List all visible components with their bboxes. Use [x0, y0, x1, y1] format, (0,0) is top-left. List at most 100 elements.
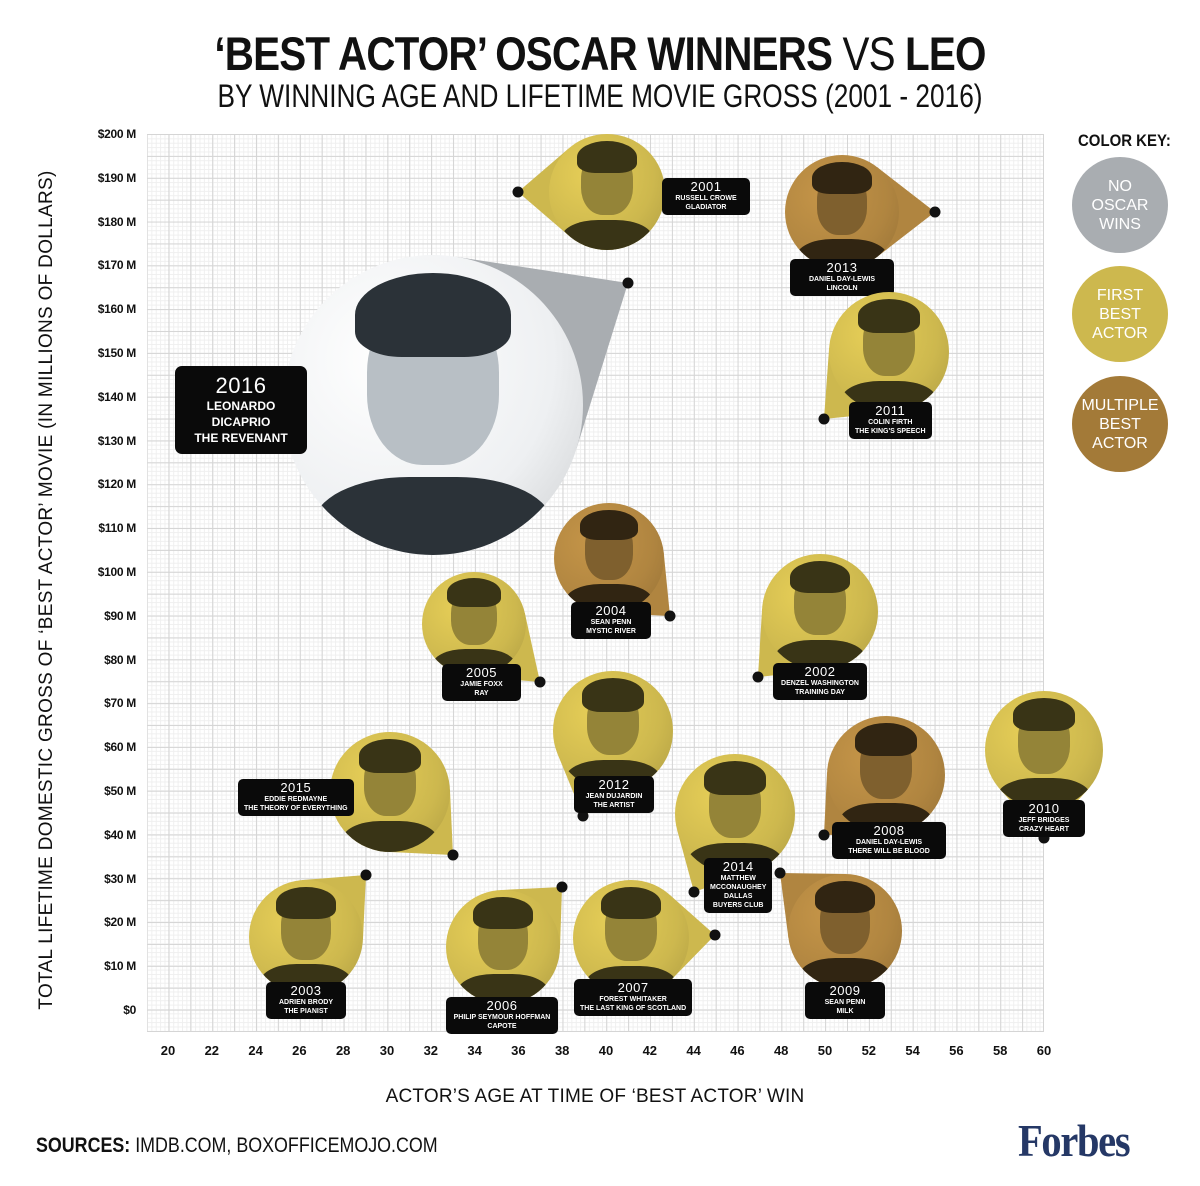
winner-label-2010: 2010 JEFF BRIDGES CRAZY HEART: [1003, 800, 1085, 837]
x-tick: 22: [204, 1043, 220, 1058]
actor-photo-2010: [985, 691, 1103, 809]
x-tick: 20: [160, 1043, 176, 1058]
data-point-2001[interactable]: [512, 186, 524, 198]
label-year: 2013: [826, 260, 858, 275]
actor-photo-2001: [549, 134, 665, 250]
key-multiple-best-actor: MULTIPLE BEST ACTOR: [1072, 376, 1168, 472]
label-actor-name: SEAN PENN: [590, 619, 632, 626]
x-axis-label: ACTOR’S AGE AT TIME OF ‘BEST ACTOR’ WIN: [385, 1086, 805, 1107]
y-tick: $130 M: [97, 433, 137, 448]
label-year: 2016: [215, 373, 267, 398]
actor-photo-2015: [330, 732, 450, 852]
x-tick: 52: [861, 1043, 877, 1058]
label-actor-name: COLIN FIRTH: [868, 419, 913, 426]
winner-label-2015: 2015 EDDIE REDMAYNE THE THEORY OF EVERYTHI…: [238, 779, 354, 816]
x-tick: 40: [598, 1043, 614, 1058]
portrait-hair: [358, 739, 422, 773]
label-movie-title: CAPOTE: [487, 1023, 517, 1030]
data-point-2010[interactable]: [1038, 832, 1050, 844]
actor-photo-2002: [762, 554, 878, 670]
winner-label-2008: 2008 DANIEL DAY-LEWIS THERE WILL BE BLOOD: [832, 822, 946, 859]
x-tick: 34: [467, 1043, 482, 1058]
y-tick: $200 M: [97, 127, 137, 141]
label-actor-name: RUSSELL CROWE: [675, 195, 737, 202]
winner-label-2007: 2007 FOREST WHITAKER THE LAST KING OF SCOT…: [574, 979, 693, 1016]
data-point-2007[interactable]: [709, 929, 721, 941]
portrait-shoulders: [560, 219, 654, 250]
x-tick: 58: [992, 1043, 1008, 1058]
x-tick: 48: [773, 1043, 789, 1058]
x-tick: 32: [423, 1043, 439, 1058]
data-point-2002[interactable]: [752, 671, 764, 683]
y-tick: $10 M: [104, 959, 136, 974]
actor-photo-2004: [554, 503, 664, 613]
label-year: 2007: [617, 980, 649, 995]
label-actor-name: JEAN DUJARDIN: [585, 793, 643, 800]
y-tick: $170 M: [97, 258, 137, 273]
portrait-shoulders: [313, 477, 553, 555]
label-movie-title: LINCOLN: [826, 285, 858, 292]
data-point-2016[interactable]: [622, 277, 634, 289]
data-point-2015[interactable]: [447, 849, 459, 861]
label-actor-name: MATTHEW MCCONAUGHEY: [710, 875, 767, 891]
actor-photo-2016: [283, 255, 583, 555]
portrait-hair: [576, 140, 638, 174]
data-point-2003[interactable]: [360, 869, 372, 881]
y-tick: $60 M: [104, 740, 136, 755]
x-tick: 60: [1036, 1043, 1052, 1058]
label-actor-name: JAMIE FOXX: [460, 681, 503, 688]
label-movie-title: THE ARTIST: [593, 802, 635, 809]
data-point-2005[interactable]: [534, 676, 546, 688]
x-tick: 54: [905, 1043, 920, 1058]
label-year: 2008: [873, 823, 905, 838]
y-tick: $120 M: [97, 477, 137, 492]
x-tick: 56: [949, 1043, 964, 1058]
winner-label-2016: 2016 LEONARDO DICAPRIO THE REVENANT: [175, 366, 307, 454]
portrait-hair: [473, 896, 533, 929]
x-tick: 28: [335, 1043, 351, 1058]
actor-photo-2008: [827, 716, 945, 834]
actor-photo-2011: [829, 292, 949, 412]
forbes-logo: Forbes: [1018, 1115, 1131, 1166]
x-tick: 38: [554, 1043, 570, 1058]
portrait-hair: [815, 880, 875, 913]
label-movie-title: THE KING'S SPEECH: [855, 428, 926, 435]
data-point-2013[interactable]: [929, 206, 941, 218]
winner-label-2002: 2002 DENZEL WASHINGTON TRAINING DAY: [773, 663, 867, 700]
label-year: 2015: [280, 780, 312, 795]
actor-photo-2003: [249, 880, 363, 994]
data-point-2014[interactable]: [688, 886, 700, 898]
y-tick: $140 M: [97, 389, 137, 404]
y-tick: $40 M: [104, 827, 136, 842]
label-actor-name: DENZEL WASHINGTON: [781, 680, 859, 687]
data-point-2012[interactable]: [577, 810, 589, 822]
data-point-2008[interactable]: [818, 829, 830, 841]
data-point-2006[interactable]: [556, 881, 568, 893]
winner-label-2001: 2001 RUSSELL CROWE GLADIATOR: [662, 178, 750, 215]
chart-title: ‘BEST ACTOR’ OSCAR WINNERS VS LEO: [84, 26, 1116, 81]
actor-photo-2012: [553, 671, 673, 791]
actor-photo-2007: [573, 880, 689, 996]
winner-label-2012: 2012 JEAN DUJARDIN THE ARTIST: [574, 776, 654, 813]
label-actor-name: DANIEL DAY-LEWIS: [855, 839, 923, 846]
portrait-hair: [581, 678, 645, 712]
label-year: 2001: [690, 179, 722, 194]
data-point-2004[interactable]: [664, 610, 676, 622]
label-movie-title: THERE WILL BE BLOOD: [848, 848, 930, 855]
label-year: 2006: [486, 998, 518, 1013]
winner-label-2013: 2013 DANIEL DAY-LEWIS LINCOLN: [790, 259, 894, 296]
label-year: 2011: [875, 403, 906, 418]
actor-photo-2005: [422, 572, 526, 676]
y-tick: $160 M: [97, 302, 137, 317]
label-actor-name: SEAN PENN: [824, 999, 866, 1006]
label-movie-title: RAY: [474, 690, 489, 697]
color-key-title: COLOR KEY:: [1078, 131, 1171, 150]
data-point-2009[interactable]: [774, 867, 786, 879]
chart-subtitle: BY WINNING AGE AND LIFETIME MOVIE GROSS …: [217, 78, 983, 114]
actor-photo-2014: [675, 754, 795, 874]
title-part-1: ‘BEST ACTOR’ OSCAR WINNERS: [214, 27, 833, 80]
data-point-2011[interactable]: [818, 413, 830, 425]
actor-photo-2006: [446, 890, 560, 1004]
y-tick: $20 M: [104, 915, 136, 930]
winner-label-2011: 2011 COLIN FIRTH THE KING'S SPEECH: [849, 402, 932, 439]
